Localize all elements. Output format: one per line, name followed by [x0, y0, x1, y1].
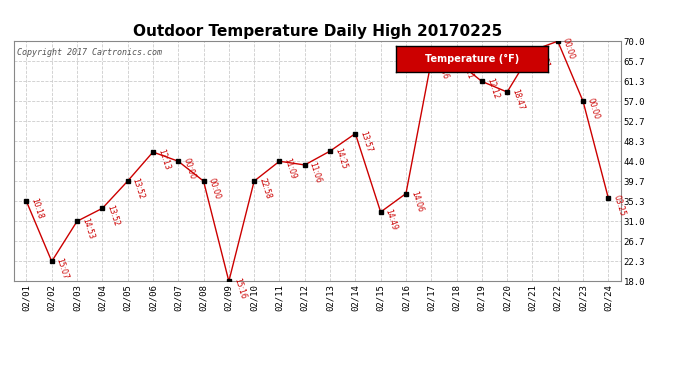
Text: 10:18: 10:18: [30, 197, 45, 220]
Text: 18:47: 18:47: [510, 88, 526, 111]
Text: 11:06: 11:06: [308, 161, 323, 184]
Text: 00:00: 00:00: [586, 97, 602, 121]
Text: 14:49: 14:49: [384, 208, 399, 231]
Text: 00:00: 00:00: [561, 37, 576, 61]
Text: 14:06: 14:06: [409, 189, 424, 213]
Text: 13:57: 13:57: [358, 129, 374, 153]
Text: Copyright 2017 Cartronics.com: Copyright 2017 Cartronics.com: [17, 48, 162, 57]
Text: 00:00: 00:00: [181, 157, 197, 181]
Title: Outdoor Temperature Daily High 20170225: Outdoor Temperature Daily High 20170225: [132, 24, 502, 39]
Text: 12:12: 12:12: [485, 77, 500, 101]
Text: 14:46: 14:46: [434, 57, 450, 81]
Text: 00:00: 00:00: [206, 177, 222, 201]
Text: 15:01: 15:01: [535, 46, 551, 70]
Text: 14:53: 14:53: [80, 217, 95, 241]
Text: 15:11: 15:11: [460, 57, 475, 80]
Text: 22:58: 22:58: [257, 177, 273, 200]
Text: 13:52: 13:52: [130, 177, 146, 200]
Text: 03:25: 03:25: [611, 194, 627, 217]
Text: 11:09: 11:09: [282, 157, 298, 180]
Text: 12:13: 12:13: [156, 148, 171, 171]
Text: 13:52: 13:52: [106, 204, 121, 228]
Text: 15:16: 15:16: [232, 277, 247, 300]
Text: 15:07: 15:07: [55, 257, 70, 281]
Text: 14:25: 14:25: [333, 147, 348, 170]
